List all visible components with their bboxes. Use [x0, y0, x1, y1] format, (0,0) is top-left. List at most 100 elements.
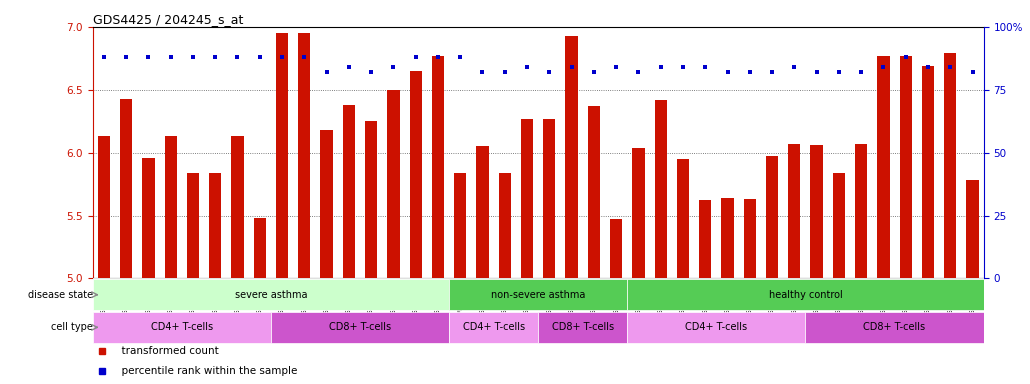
Bar	[744, 199, 756, 278]
Bar	[410, 71, 422, 278]
Point	[519, 64, 536, 70]
Point	[230, 54, 246, 60]
Point	[96, 54, 112, 60]
Bar	[142, 158, 154, 278]
Point	[140, 54, 157, 60]
Bar	[298, 33, 310, 278]
Point	[541, 69, 557, 75]
Point	[876, 64, 892, 70]
Point	[318, 69, 335, 75]
Bar	[276, 33, 288, 278]
Bar	[543, 119, 555, 278]
Bar	[209, 173, 221, 278]
Bar	[788, 144, 800, 278]
Bar	[677, 159, 689, 278]
Text: CD4+ T-cells: CD4+ T-cells	[150, 322, 213, 333]
Bar	[454, 173, 467, 278]
Bar	[805, 312, 984, 343]
Point	[452, 54, 469, 60]
Point	[563, 64, 580, 70]
Point	[675, 64, 691, 70]
Bar	[343, 105, 355, 278]
Text: healthy control: healthy control	[768, 290, 843, 300]
Text: disease state: disease state	[28, 290, 93, 300]
Point	[251, 54, 268, 60]
Text: CD8+ T-cells: CD8+ T-cells	[552, 322, 614, 333]
Point	[274, 54, 290, 60]
Point	[474, 69, 490, 75]
Point	[742, 69, 758, 75]
Text: non-severe asthma: non-severe asthma	[491, 290, 585, 300]
Bar	[387, 90, 400, 278]
Point	[853, 69, 869, 75]
Bar	[966, 180, 978, 278]
Point	[586, 69, 603, 75]
Point	[697, 64, 714, 70]
Point	[184, 54, 201, 60]
Bar	[627, 279, 984, 310]
Bar	[538, 312, 627, 343]
Bar	[627, 312, 805, 343]
Text: GDS4425 / 204245_s_at: GDS4425 / 204245_s_at	[93, 13, 243, 26]
Text: severe asthma: severe asthma	[235, 290, 307, 300]
Bar	[899, 56, 912, 278]
Bar	[93, 312, 271, 343]
Point	[897, 54, 914, 60]
Point	[296, 54, 312, 60]
Bar	[766, 156, 779, 278]
Bar	[588, 106, 600, 278]
Text: CD4+ T-cells: CD4+ T-cells	[685, 322, 748, 333]
Bar	[449, 279, 627, 310]
Point	[163, 54, 179, 60]
Text: CD8+ T-cells: CD8+ T-cells	[329, 322, 391, 333]
Bar	[432, 56, 444, 278]
Point	[964, 69, 981, 75]
Bar	[855, 144, 867, 278]
Bar	[521, 119, 534, 278]
Bar	[654, 100, 666, 278]
Point	[719, 69, 735, 75]
Bar	[119, 99, 132, 278]
Text: percentile rank within the sample: percentile rank within the sample	[115, 366, 298, 376]
Text: CD8+ T-cells: CD8+ T-cells	[863, 322, 926, 333]
Point	[920, 64, 936, 70]
Bar	[365, 121, 377, 278]
Bar	[922, 66, 934, 278]
Point	[363, 69, 379, 75]
Bar	[499, 173, 511, 278]
Bar	[320, 130, 333, 278]
Bar	[721, 198, 733, 278]
Point	[341, 64, 357, 70]
Bar	[699, 200, 712, 278]
Bar	[271, 312, 449, 343]
Point	[630, 69, 647, 75]
Bar	[253, 218, 266, 278]
Point	[809, 69, 825, 75]
Bar	[811, 145, 823, 278]
Point	[207, 54, 224, 60]
Bar	[93, 279, 449, 310]
Text: cell type: cell type	[52, 322, 93, 333]
Text: CD4+ T-cells: CD4+ T-cells	[462, 322, 524, 333]
Point	[942, 64, 959, 70]
Bar	[632, 147, 645, 278]
Bar	[565, 36, 578, 278]
Bar	[165, 136, 177, 278]
Bar	[610, 219, 622, 278]
Point	[385, 64, 402, 70]
Point	[117, 54, 134, 60]
Point	[652, 64, 668, 70]
Point	[608, 64, 624, 70]
Bar	[98, 136, 110, 278]
Point	[786, 64, 802, 70]
Point	[408, 54, 424, 60]
Point	[496, 69, 513, 75]
Point	[430, 54, 446, 60]
Bar	[878, 56, 890, 278]
Text: transformed count: transformed count	[115, 346, 218, 356]
Point	[830, 69, 847, 75]
Bar	[232, 136, 244, 278]
Bar	[945, 53, 957, 278]
Bar	[832, 173, 845, 278]
Bar	[476, 146, 488, 278]
